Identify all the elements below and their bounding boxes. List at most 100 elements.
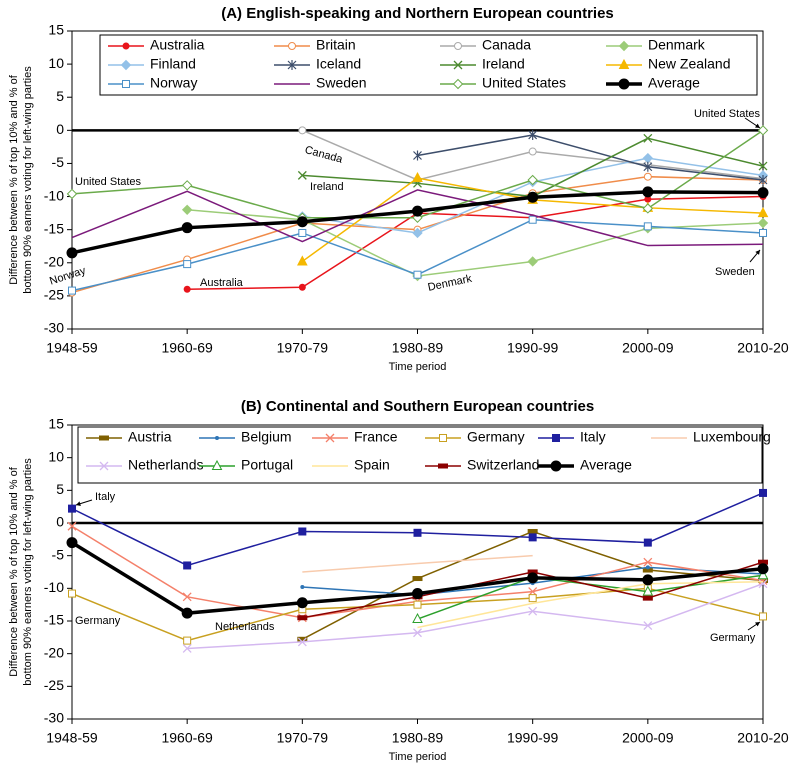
marker bbox=[759, 488, 767, 497]
marker bbox=[181, 180, 193, 191]
marker bbox=[642, 203, 654, 214]
x-tick-label: 1960-69 bbox=[161, 340, 213, 356]
marker bbox=[99, 461, 109, 471]
marker bbox=[412, 227, 423, 239]
marker bbox=[183, 260, 192, 269]
marker bbox=[412, 205, 423, 217]
x-axis-label: Time period bbox=[389, 751, 447, 763]
marker bbox=[618, 58, 630, 69]
marker bbox=[757, 563, 769, 575]
annotation: United States bbox=[694, 108, 761, 120]
marker bbox=[68, 589, 76, 598]
marker bbox=[642, 152, 654, 164]
legend-item: Belgium bbox=[199, 429, 292, 445]
y-tick-label: -30 bbox=[44, 710, 64, 726]
marker bbox=[183, 561, 192, 570]
legend-item: Sweden bbox=[274, 75, 367, 91]
marker bbox=[438, 463, 448, 469]
marker bbox=[642, 567, 653, 573]
marker bbox=[183, 285, 191, 293]
marker bbox=[181, 204, 193, 216]
marker bbox=[215, 436, 219, 440]
marker bbox=[66, 188, 78, 200]
marker bbox=[68, 504, 76, 513]
marker bbox=[618, 40, 630, 52]
marker bbox=[288, 42, 296, 50]
series bbox=[71, 189, 764, 247]
y-tick-label: 0 bbox=[56, 121, 64, 137]
marker bbox=[527, 174, 538, 186]
marker bbox=[297, 637, 307, 647]
marker bbox=[757, 187, 769, 199]
marker bbox=[413, 270, 422, 279]
marker bbox=[413, 628, 422, 638]
legend-item: Austria bbox=[86, 429, 172, 445]
marker bbox=[413, 600, 422, 609]
legend-label: Belgium bbox=[241, 429, 292, 445]
legend-item: Finland bbox=[108, 56, 196, 72]
y-axis-label: Difference between % of top 10% and % of bbox=[8, 466, 20, 676]
marker bbox=[642, 585, 654, 596]
marker bbox=[297, 615, 308, 621]
marker bbox=[287, 60, 297, 70]
marker bbox=[454, 42, 462, 50]
marker bbox=[413, 528, 422, 537]
y-tick-label: -20 bbox=[44, 253, 64, 269]
marker bbox=[297, 636, 308, 642]
marker bbox=[757, 207, 769, 218]
marker bbox=[298, 228, 307, 237]
marker bbox=[528, 606, 538, 616]
series bbox=[413, 129, 768, 185]
legend-label: Germany bbox=[467, 429, 525, 445]
x-tick-label: 2000-09 bbox=[622, 340, 674, 356]
legend-label: Iceland bbox=[316, 56, 361, 72]
legend-label: Portugal bbox=[241, 457, 293, 473]
y-tick-label: 0 bbox=[56, 514, 64, 530]
legend-item: Average bbox=[538, 457, 632, 473]
y-tick-label: -25 bbox=[44, 677, 64, 693]
series bbox=[182, 579, 768, 653]
marker bbox=[182, 643, 192, 653]
annotation: Italy bbox=[95, 491, 116, 503]
marker bbox=[527, 569, 538, 575]
marker bbox=[67, 521, 77, 531]
marker bbox=[181, 222, 193, 234]
legend-item: Denmark bbox=[606, 37, 706, 53]
x-tick-label: 1980-89 bbox=[392, 730, 444, 746]
x-tick-label: 2010-20 bbox=[737, 340, 789, 356]
legend-label: Britain bbox=[316, 37, 356, 53]
annotation: Ireland bbox=[310, 181, 344, 193]
marker bbox=[528, 215, 537, 224]
legend-item: Netherlands bbox=[86, 457, 204, 473]
legend-item: Germany bbox=[425, 429, 525, 445]
marker bbox=[528, 147, 537, 156]
marker bbox=[412, 612, 423, 624]
marker bbox=[453, 60, 463, 70]
legend-label: Sweden bbox=[316, 75, 367, 91]
y-tick-label: -25 bbox=[44, 287, 64, 303]
annotation: Canada bbox=[303, 144, 344, 166]
series-line bbox=[417, 134, 764, 181]
marker bbox=[413, 150, 422, 161]
annotation-arrowhead bbox=[755, 622, 760, 627]
marker bbox=[120, 59, 132, 71]
marker bbox=[298, 527, 307, 536]
legend-label: Norway bbox=[150, 75, 197, 91]
annotation: Netherlands bbox=[215, 621, 275, 633]
legend-box bbox=[77, 426, 763, 484]
marker bbox=[66, 247, 78, 259]
marker bbox=[757, 217, 769, 229]
y-tick-label: -10 bbox=[44, 187, 64, 203]
annotation-arrowhead bbox=[755, 250, 760, 255]
legend-label: Ireland bbox=[482, 56, 525, 72]
annotation-arrowhead bbox=[76, 501, 81, 506]
marker bbox=[99, 435, 109, 441]
legend-label: New Zealand bbox=[648, 56, 731, 72]
marker bbox=[412, 171, 423, 183]
marker bbox=[68, 286, 76, 295]
annotation-arrowhead bbox=[755, 123, 760, 128]
legend-label: Denmark bbox=[648, 37, 706, 53]
marker bbox=[527, 528, 538, 534]
x-tick-label: 1960-69 bbox=[161, 730, 213, 746]
marker bbox=[642, 186, 654, 198]
